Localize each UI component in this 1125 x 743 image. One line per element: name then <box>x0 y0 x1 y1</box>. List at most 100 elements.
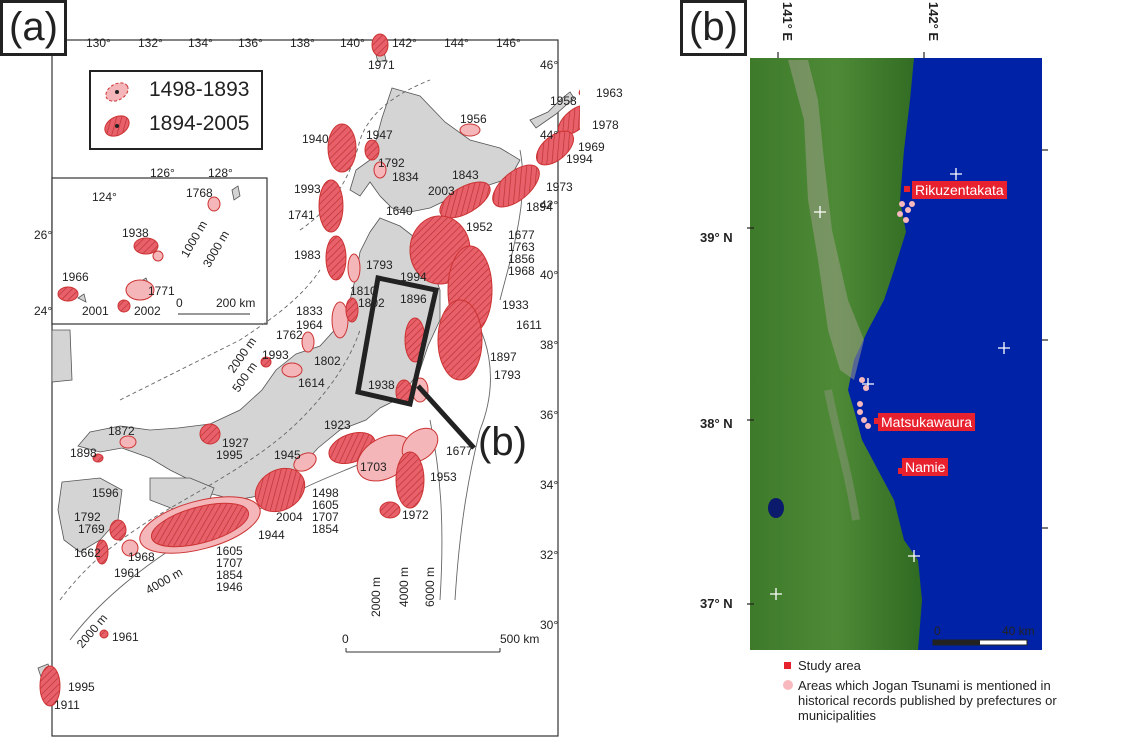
lon-tick: 146° <box>496 36 521 50</box>
year-label: 1944 <box>258 528 285 542</box>
scale-label: 200 km <box>216 296 256 310</box>
year-label: 1993 <box>294 182 321 196</box>
panel-b-study-area-map: (b) <box>678 0 1125 743</box>
year-label: 1707 <box>216 556 243 570</box>
year-label: 1792 <box>378 156 405 170</box>
year-label: 1969 <box>578 140 605 154</box>
scale-label: 0 <box>342 632 349 646</box>
lat-label: 39° N <box>700 230 733 245</box>
legend-study-area-swatch <box>784 662 791 669</box>
panel-a-historical-tsunami-map: (a) <box>0 0 623 737</box>
year-label: 1763 <box>508 240 535 254</box>
year-label: 1854 <box>216 568 243 582</box>
lake <box>768 498 784 518</box>
legend-a: 1498-1893 1894-2005 <box>89 70 263 150</box>
lat-tick: 46° <box>540 58 559 72</box>
year-label: 1972 <box>402 508 429 522</box>
year-label: 1596 <box>92 486 119 500</box>
year-label: 1964 <box>296 318 323 332</box>
year-label: 1933 <box>502 298 529 312</box>
year-label: 1995 <box>68 680 95 694</box>
year-label: 1640 <box>386 204 413 218</box>
legend-study-area: Study area <box>798 658 861 673</box>
year-label: 1993 <box>262 348 289 362</box>
study-area-markers <box>874 186 910 474</box>
lat-tick: 40° <box>540 268 559 282</box>
lon-tick: 138° <box>290 36 315 50</box>
inset-frame <box>51 177 268 325</box>
year-label: 1945 <box>274 448 301 462</box>
year-label: 1856 <box>508 252 535 266</box>
year-label: 1677 <box>446 444 473 458</box>
year-label: 1978 <box>592 118 619 132</box>
inset-lon-tick: 124° <box>92 190 117 204</box>
lat-tick: 42° <box>540 198 559 212</box>
year-label: 1896 <box>400 292 427 306</box>
panel-a-label: (a) <box>0 0 67 56</box>
place-label-namie: Namie <box>902 458 949 476</box>
year-label: 1741 <box>288 208 315 222</box>
year-label: 1958 <box>550 94 577 108</box>
depth-label: 2000 m <box>369 576 384 618</box>
satellite-map <box>747 52 1048 690</box>
lon-tick: 144° <box>444 36 469 50</box>
year-label: 1963 <box>596 86 623 100</box>
lat-tick: 32° <box>540 548 559 562</box>
scale-label: 40 km <box>1002 624 1035 638</box>
lon-label: 141° E <box>780 1 796 42</box>
hokkaido <box>349 87 521 213</box>
lat-tick: 36° <box>540 408 559 422</box>
year-label: 1968 <box>128 550 155 564</box>
year-label: 2002 <box>134 304 161 318</box>
year-label: 1923 <box>324 418 351 432</box>
year-label: 1994 <box>566 152 593 166</box>
place-label-matsukawaura: Matsukawaura <box>878 413 976 431</box>
year-label: 1953 <box>430 470 457 484</box>
year-label: 2004 <box>276 510 303 524</box>
year-label: 1911 <box>54 698 80 712</box>
map-frame <box>51 39 559 737</box>
year-label: 1793 <box>494 368 521 382</box>
lat-tick: 30° <box>540 618 559 632</box>
year-label: 1897 <box>490 350 517 364</box>
pointer-b-label: (b) <box>478 420 527 464</box>
lat-tick: 38° <box>540 338 559 352</box>
year-label: 1947 <box>366 128 393 142</box>
lon-label: 142° E <box>926 1 942 42</box>
legend-jogan-areas: Areas which Jogan Tsunami is mentioned i… <box>798 678 1057 723</box>
kuril-islands <box>529 91 575 129</box>
year-label: 1677 <box>508 228 535 242</box>
year-label: 1961 <box>112 630 139 644</box>
frame-ticks <box>747 52 1048 605</box>
legend-swatches <box>104 82 130 137</box>
year-label: 1707 <box>312 510 339 524</box>
plain <box>788 60 864 380</box>
year-label: 1605 <box>216 544 243 558</box>
kyushu <box>57 477 123 553</box>
lat-tick: 34° <box>540 478 559 492</box>
scale-label: 0 <box>934 624 941 638</box>
year-label: 1927 <box>222 436 249 450</box>
scale-label: 0 <box>176 296 183 310</box>
lat-label: 37° N <box>700 596 733 611</box>
year-label: 1614 <box>298 376 325 390</box>
legend-jogan-swatch <box>783 680 793 690</box>
year-label: 1834 <box>392 170 419 184</box>
inset-lat-tick: 26° <box>34 228 53 242</box>
scale-bar-a <box>178 313 501 653</box>
year-label: 1952 <box>466 220 493 234</box>
year-label: 1769 <box>78 522 105 536</box>
year-label: 1762 <box>276 328 303 342</box>
year-label: 1802 <box>358 296 385 310</box>
year-label: 1703 <box>360 460 387 474</box>
year-label: 1961 <box>114 566 141 580</box>
year-label: 1994 <box>400 270 427 284</box>
lat-label: 38° N <box>700 416 733 431</box>
year-label: 1938 <box>122 226 149 240</box>
place-label-rikuzentakata: Rikuzentakata <box>912 181 1007 199</box>
lon-tick: 140° <box>340 36 365 50</box>
year-label: 1662 <box>74 546 101 560</box>
scale-bar-b <box>932 639 1028 646</box>
inset-lon-tick: 126° <box>150 166 175 180</box>
year-label: 1810 <box>350 284 377 298</box>
